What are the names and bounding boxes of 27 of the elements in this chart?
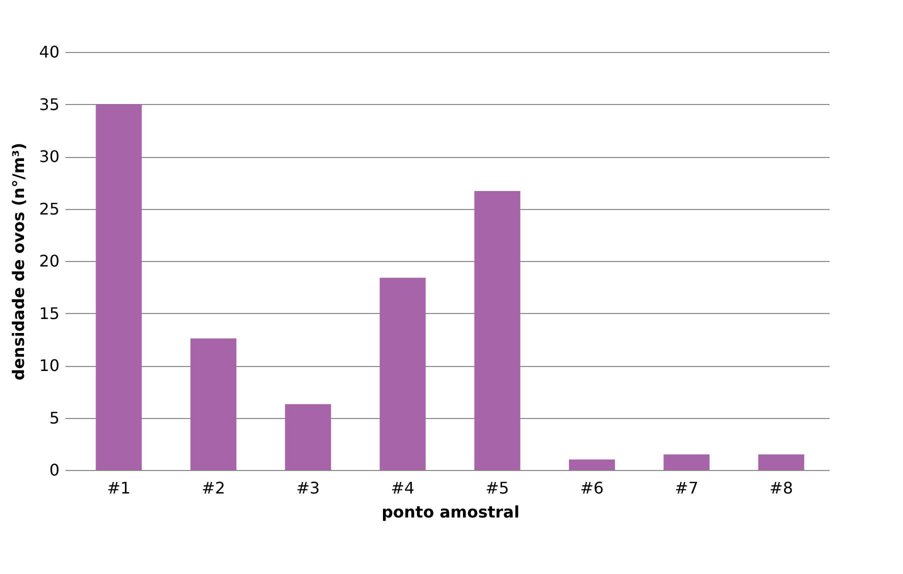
y-tick-label: 0	[49, 460, 60, 480]
y-axis-title: densidade de ovos (n°/m³)	[9, 142, 28, 380]
x-tick-label: #7	[674, 478, 698, 498]
x-tick-label: #8	[769, 478, 794, 498]
bar	[285, 404, 332, 470]
y-tick-label: 40	[39, 42, 60, 62]
bar	[664, 454, 710, 470]
y-tick-label: 25	[39, 199, 60, 218]
y-tick-label: 10	[39, 356, 60, 375]
bar	[190, 338, 236, 470]
bar	[568, 460, 615, 470]
y-tick-label: 20	[39, 252, 60, 270]
x-tick-label: #5	[486, 478, 510, 498]
bar	[474, 190, 520, 470]
x-tick-label: #1	[106, 478, 131, 498]
y-tick-label: 35	[39, 94, 60, 114]
x-axis-title: ponto amostral	[382, 502, 520, 522]
x-tick-label: #4	[390, 478, 414, 498]
bar	[96, 104, 142, 470]
x-tick-label: #2	[202, 478, 226, 498]
x-tick-label: #3	[296, 478, 320, 498]
x-tick-label: #6	[580, 478, 604, 498]
bar	[758, 454, 804, 470]
y-tick-label: 30	[39, 147, 60, 166]
y-tick-label: 5	[49, 408, 60, 428]
y-tick-label: 15	[39, 304, 60, 323]
bar	[380, 278, 426, 470]
